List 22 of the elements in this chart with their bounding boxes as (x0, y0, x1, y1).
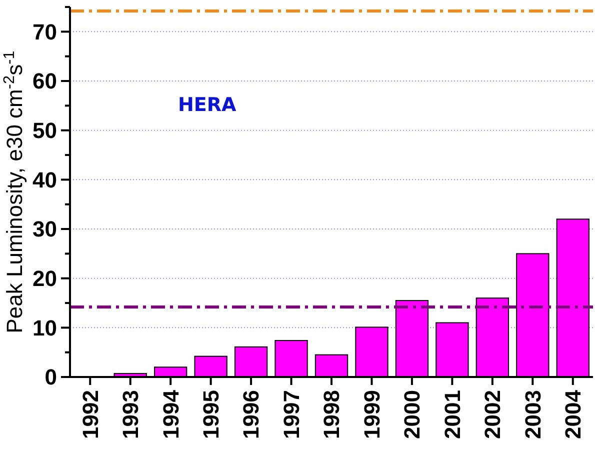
annotation: HERA (178, 94, 237, 116)
x-tick-label: 1997 (278, 390, 304, 439)
x-tick-label: 1994 (158, 389, 184, 439)
y-tick-label: 70 (32, 19, 57, 44)
y-tick-label: 30 (32, 216, 57, 242)
x-tick-label: 1993 (118, 390, 144, 439)
x-tick-label: 1992 (78, 390, 103, 439)
y-tick-label: 50 (32, 118, 57, 144)
x-tick-label: 2002 (480, 390, 506, 439)
x-tick-label: 1999 (359, 390, 384, 439)
y-tick-label: 0 (44, 364, 57, 390)
x-tick-label: 1995 (198, 390, 224, 439)
y-tick-label: 10 (32, 315, 57, 340)
x-tick-label: 1996 (238, 390, 264, 439)
x-tick-label: 2000 (400, 390, 425, 439)
x-tick-label: 2004 (560, 389, 586, 439)
x-tick-label: 2001 (440, 390, 465, 439)
y-tick-label: 20 (32, 266, 57, 292)
x-tick-label: 2003 (520, 390, 546, 439)
y-tick-label: 40 (32, 167, 57, 192)
x-tick-label: 1998 (319, 390, 344, 439)
y-tick-label: 60 (32, 68, 57, 94)
